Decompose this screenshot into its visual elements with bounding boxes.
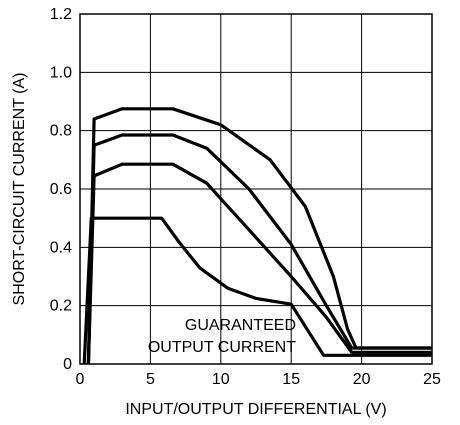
x-tick-label: 25 <box>423 371 441 388</box>
x-tick-label: 5 <box>146 371 155 388</box>
annotation-line-1: GUARANTEED <box>185 317 296 334</box>
series-curve-2 <box>86 133 432 365</box>
series-curve-3 <box>86 162 432 365</box>
data-curves <box>82 107 432 365</box>
y-tick-label: 0.8 <box>50 123 72 140</box>
x-axis-label: INPUT/OUTPUT DIFFERENTIAL (V) <box>125 401 386 418</box>
y-tick-label: 1.2 <box>50 6 72 23</box>
series-curve-1 <box>86 107 432 365</box>
annotation-line-2: OUTPUT CURRENT <box>148 339 296 356</box>
x-tick-label: 10 <box>212 371 230 388</box>
x-tick-label: 20 <box>353 371 371 388</box>
y-axis-label: SHORT-CIRCUIT CURRENT (A) <box>11 73 28 306</box>
plot-frame <box>79 13 433 365</box>
series-curve-4 <box>82 216 432 365</box>
grid-lines <box>79 13 433 365</box>
y-tick-label: 0 <box>63 356 72 373</box>
tick-labels: 0 5 10 15 20 25 0 0.2 0.4 0.6 0.8 1.0 1.2 <box>50 6 441 388</box>
y-tick-label: 0.4 <box>50 239 72 256</box>
x-tick-label: 0 <box>76 371 85 388</box>
y-tick-label: 0.6 <box>50 181 72 198</box>
y-tick-label: 1.0 <box>50 64 72 81</box>
x-tick-label: 15 <box>282 371 300 388</box>
y-tick-label: 0.2 <box>50 298 72 315</box>
